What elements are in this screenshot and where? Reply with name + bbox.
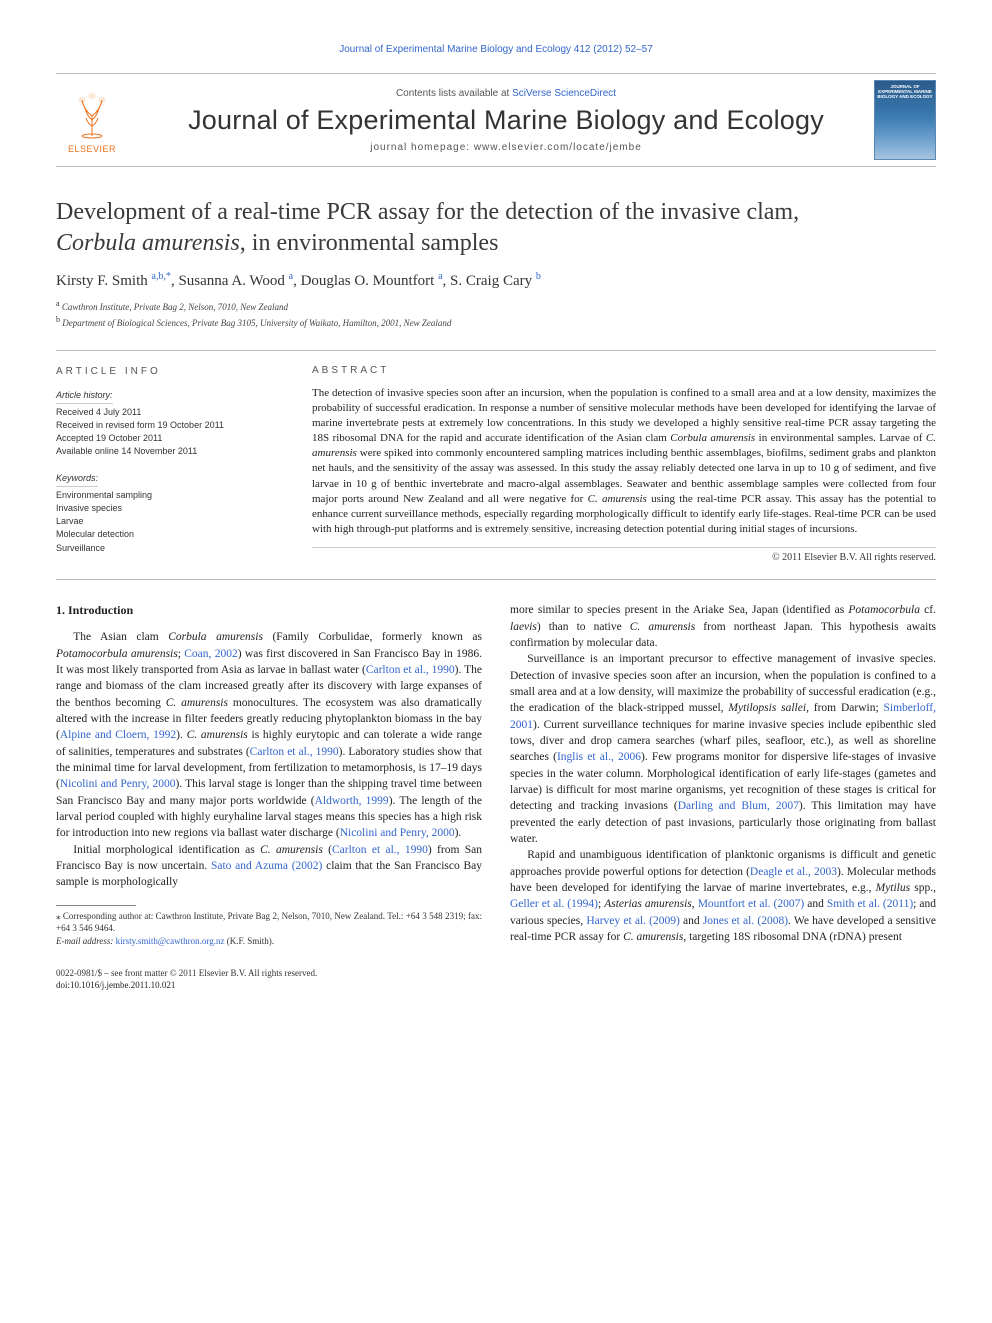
affiliation-label: a <box>56 299 60 308</box>
article-history-block: Article history: Received 4 July 2011 Re… <box>56 387 284 458</box>
masthead: ELSEVIER Contents lists available at Sci… <box>56 73 936 167</box>
journal-cover-thumbnail: JOURNAL OF EXPERIMENTAL MARINE BIOLOGY A… <box>874 80 936 160</box>
doi-line: doi:10.1016/j.jembe.2011.10.021 <box>56 979 936 991</box>
corresponding-author-footnote: ⁎ Corresponding author at: Cawthron Inst… <box>56 910 482 935</box>
citation-link[interactable]: Simberloff, 2001 <box>510 702 936 730</box>
citation-link[interactable]: Harvey et al. (2009) <box>586 915 680 927</box>
cover-thumb-text: JOURNAL OF EXPERIMENTAL MARINE BIOLOGY A… <box>875 85 935 100</box>
history-item: Received in revised form 19 October 2011 <box>56 419 284 432</box>
email-link[interactable]: kirsty.smith@cawthron.org.nz <box>116 936 225 946</box>
author-name: S. Craig Cary <box>450 273 532 289</box>
section-heading-intro: 1. Introduction <box>56 602 482 619</box>
title-block: Development of a real-time PCR assay for… <box>56 197 936 330</box>
keyword: Environmental sampling <box>56 489 284 502</box>
contents-lists-line: Contents lists available at SciVerse Sci… <box>138 88 874 99</box>
citation-link[interactable]: Geller et al. (1994) <box>510 898 598 910</box>
affiliation: b Department of Biological Sciences, Pri… <box>56 314 936 330</box>
email-suffix: (K.F. Smith). <box>224 936 274 946</box>
citation-link[interactable]: Sato and Azuma (2002) <box>211 860 322 872</box>
affiliation: a Cawthron Institute, Private Bag 2, Nel… <box>56 298 936 314</box>
email-label: E-mail address: <box>56 936 116 946</box>
contents-prefix: Contents lists available at <box>396 88 512 99</box>
body-paragraph: more similar to species present in the A… <box>510 602 936 651</box>
journal-name: Journal of Experimental Marine Biology a… <box>138 105 874 136</box>
author-aff[interactable]: a,b, <box>152 271 166 282</box>
author: Kirsty F. Smith a,b,* <box>56 273 171 289</box>
abstract-heading: abstract <box>312 365 936 376</box>
sciencedirect-link[interactable]: SciVerse ScienceDirect <box>512 88 616 99</box>
citation-link[interactable]: Alpine and Cloern, 1992 <box>60 729 176 741</box>
author-aff[interactable]: b <box>536 271 541 282</box>
title-line1: Development of a real-time PCR assay for… <box>56 199 799 225</box>
elsevier-brand-text: ELSEVIER <box>68 144 116 154</box>
citation-link[interactable]: Deagle et al., 2003 <box>750 866 837 878</box>
body-paragraph: The Asian clam Corbula amurensis (Family… <box>56 629 482 841</box>
citation-link[interactable]: Aldworth, 1999 <box>315 795 389 807</box>
citation-link[interactable]: Jones et al. (2008) <box>703 915 788 927</box>
author-aff[interactable]: a <box>438 271 442 282</box>
history-item: Received 4 July 2011 <box>56 406 284 419</box>
author-name: Kirsty F. Smith <box>56 273 148 289</box>
title-species: Corbula amurensis <box>56 230 240 256</box>
title-suffix: , in environmental samples <box>240 230 499 256</box>
citation-link[interactable]: Nicolini and Penry, 2000 <box>60 778 176 790</box>
running-header-link[interactable]: Journal of Experimental Marine Biology a… <box>339 44 653 55</box>
abstract-text: The detection of invasive species soon a… <box>312 386 936 549</box>
keyword: Larvae <box>56 515 284 528</box>
body-paragraph: Surveillance is an important precursor t… <box>510 651 936 847</box>
author: S. Craig Cary b <box>450 273 541 289</box>
history-item: Accepted 19 October 2011 <box>56 432 284 445</box>
email-footnote: E-mail address: kirsty.smith@cawthron.or… <box>56 935 482 948</box>
history-item: Available online 14 November 2011 <box>56 445 284 458</box>
issn-line: 0022-0981/$ – see front matter © 2011 El… <box>56 967 936 979</box>
citation-link[interactable]: Inglis et al., 2006 <box>557 751 641 763</box>
author: Susanna A. Wood a <box>178 273 293 289</box>
body-column-right: more similar to species present in the A… <box>510 602 936 947</box>
author-corr[interactable]: * <box>166 271 171 282</box>
affiliation-label: b <box>56 315 60 324</box>
author-aff[interactable]: a <box>289 271 293 282</box>
keyword: Molecular detection <box>56 528 284 541</box>
abstract-column: abstract The detection of invasive speci… <box>312 365 936 564</box>
author-name: Susanna A. Wood <box>178 273 284 289</box>
footnote-separator <box>56 905 136 906</box>
citation-link[interactable]: Mountfort et al. (2007) <box>698 898 805 910</box>
citation-link[interactable]: Coan, 2002 <box>184 648 237 660</box>
elsevier-logo: ELSEVIER <box>56 81 128 159</box>
journal-homepage-line: journal homepage: www.elsevier.com/locat… <box>138 142 874 153</box>
body-columns: 1. Introduction The Asian clam Corbula a… <box>56 602 936 947</box>
keywords-heading: Keywords: <box>56 472 98 487</box>
citation-link[interactable]: Nicolini and Penry, 2000 <box>340 827 455 839</box>
footnotes: ⁎ Corresponding author at: Cawthron Inst… <box>56 910 482 948</box>
abstract-copyright: © 2011 Elsevier B.V. All rights reserved… <box>312 552 936 563</box>
affiliation-text: Cawthron Institute, Private Bag 2, Nelso… <box>62 302 288 312</box>
citation-link[interactable]: Carlton et al., 1990 <box>366 664 455 676</box>
article-info-column: article info Article history: Received 4… <box>56 365 284 564</box>
keyword: Surveillance <box>56 542 284 555</box>
body-paragraph: Rapid and unambiguous identification of … <box>510 847 936 945</box>
body-paragraph: Initial morphological identification as … <box>56 842 482 891</box>
page-footer: 0022-0981/$ – see front matter © 2011 El… <box>56 967 936 991</box>
author: Douglas O. Mountfort a <box>301 273 443 289</box>
meta-abstract-row: article info Article history: Received 4… <box>56 350 936 581</box>
affiliations: a Cawthron Institute, Private Bag 2, Nel… <box>56 298 936 329</box>
keyword: Invasive species <box>56 502 284 515</box>
article-info-heading: article info <box>56 365 284 380</box>
citation-link[interactable]: Smith et al. (2011) <box>827 898 913 910</box>
authors-line: Kirsty F. Smith a,b,*, Susanna A. Wood a… <box>56 271 936 290</box>
keywords-block: Keywords: Environmental sampling Invasiv… <box>56 470 284 554</box>
elsevier-tree-icon <box>64 86 120 142</box>
citation-link[interactable]: Darling and Blum, 2007 <box>678 800 799 812</box>
citation-link[interactable]: Carlton et al., 1990 <box>332 844 428 856</box>
article-title: Development of a real-time PCR assay for… <box>56 197 936 259</box>
citation-link[interactable]: Carlton et al., 1990 <box>250 746 339 758</box>
affiliation-text: Department of Biological Sciences, Priva… <box>62 318 451 328</box>
body-column-left: 1. Introduction The Asian clam Corbula a… <box>56 602 482 947</box>
author-name: Douglas O. Mountfort <box>301 273 435 289</box>
history-heading: Article history: <box>56 389 113 404</box>
running-header: Journal of Experimental Marine Biology a… <box>56 44 936 55</box>
